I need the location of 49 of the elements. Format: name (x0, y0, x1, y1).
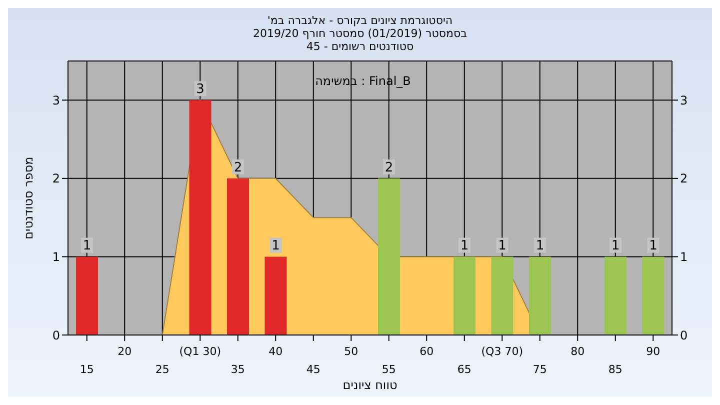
bar (604, 256, 626, 335)
data-label: 1 (611, 238, 620, 254)
y2-tick-label: 3 (680, 93, 688, 108)
x-tick-label: 20 (118, 345, 132, 358)
data-label: 1 (536, 238, 544, 254)
bar (227, 178, 249, 335)
bar (642, 256, 664, 335)
data-label: 1 (649, 238, 658, 254)
y2-tick-label: 0 (680, 328, 688, 342)
data-label: 1 (460, 238, 469, 254)
bar (454, 256, 476, 335)
x-tick-label: 35 (230, 363, 245, 376)
y-tick-label: 0 (52, 328, 60, 342)
x-tick-label: 75 (532, 363, 547, 376)
data-label: 1 (498, 238, 506, 254)
bar (76, 256, 98, 335)
x-tick-label: 90 (646, 345, 660, 358)
y2-tick-label: 2 (680, 172, 688, 186)
x-tick-label: 85 (608, 363, 622, 376)
y-tick-label: 3 (52, 93, 60, 108)
x-tick-label: 45 (306, 363, 320, 376)
data-label: 1 (272, 238, 280, 254)
x-tick-label: 15 (80, 363, 94, 376)
y2-tick-label: 1 (680, 250, 688, 264)
text: סטודנטים רשומים - 45 (305, 40, 415, 53)
chart-title: היסטוגרמת ציונים בקורס - אלגברה במ' (266, 14, 454, 27)
bar (491, 256, 514, 335)
y-tick-label: 2 (52, 172, 60, 186)
y-tick-label: 1 (52, 250, 60, 264)
data-label: 3 (196, 82, 204, 98)
x-tick-label: 25 (155, 363, 170, 376)
bar (189, 100, 212, 335)
y-axis-title: מספר סטודנטים (21, 156, 36, 240)
bar (264, 256, 287, 335)
x-tick-label: (Q1 30) (179, 345, 221, 358)
x-axis-title: טווח ציונים (342, 378, 398, 392)
bar (529, 256, 551, 335)
x-tick-label: 50 (344, 345, 358, 358)
chart-subtitle: בסמסטר (01/2019) סמסטר חורף 2019/20 (252, 27, 468, 40)
x-tick-label: 40 (268, 345, 283, 358)
x-tick-label: 60 (420, 345, 434, 358)
x-tick-label: 55 (382, 363, 396, 376)
data-label: 1 (82, 238, 92, 254)
data-label: 2 (384, 160, 394, 176)
x-tick-label: 65 (457, 363, 472, 376)
x-tick-label: (Q3 70) (481, 345, 523, 358)
bar (378, 178, 400, 335)
data-label: 2 (234, 160, 242, 176)
x-tick-label: 80 (570, 345, 585, 358)
